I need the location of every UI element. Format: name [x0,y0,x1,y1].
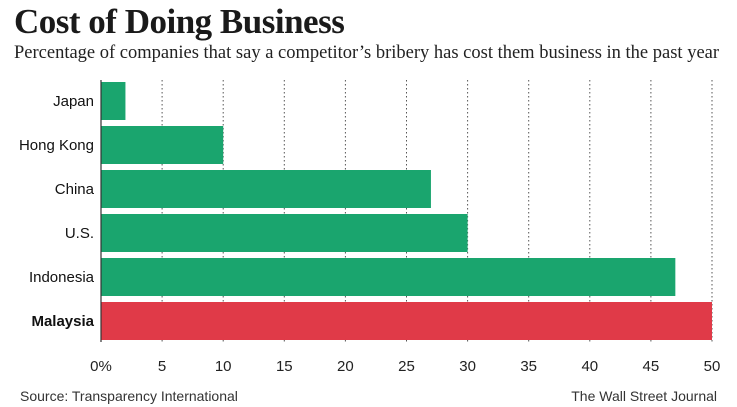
bar [101,126,224,164]
x-tick-label: 40 [581,358,598,375]
bar [101,82,126,120]
bar [101,214,468,252]
chart-subtitle: Percentage of companies that say a compe… [14,43,720,63]
category-label: Hong Kong [19,137,94,154]
x-tick-label: 15 [276,358,293,375]
x-tick-label: 0% [90,358,112,375]
category-label: China [55,181,95,198]
category-label: Japan [53,93,94,110]
category-label: Indonesia [29,269,95,286]
bar [101,258,676,296]
bar [101,170,431,208]
category-label: Malaysia [31,313,94,330]
x-tick-label: 30 [459,358,476,375]
source-note: Source: Transparency International [20,388,238,404]
publisher-credit: The Wall Street Journal [571,388,717,404]
bar [101,302,712,340]
x-tick-label: 10 [215,358,232,375]
category-label: U.S. [65,225,94,242]
chart-title: Cost of Doing Business [14,2,345,41]
x-tick-label: 50 [704,358,721,375]
x-tick-label: 20 [337,358,354,375]
x-tick-label: 5 [158,358,166,375]
x-tick-label: 45 [643,358,660,375]
x-tick-label: 25 [398,358,415,375]
x-tick-label: 35 [520,358,537,375]
